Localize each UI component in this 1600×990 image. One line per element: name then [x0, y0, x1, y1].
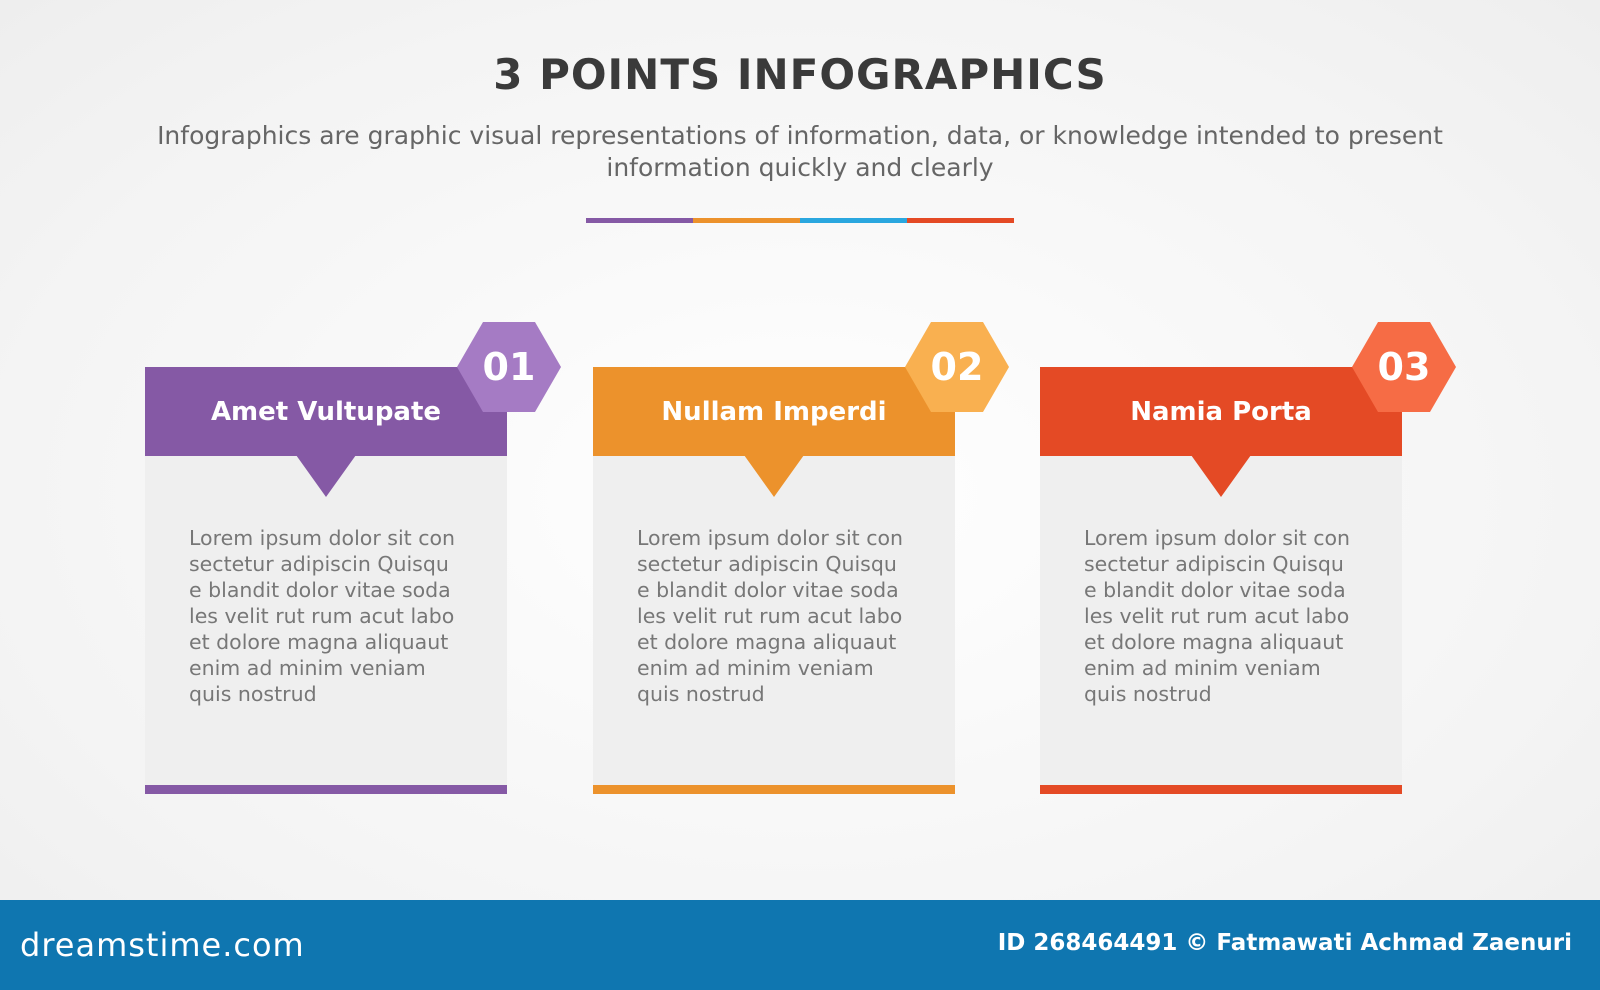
pointer-triangle [296, 455, 356, 497]
pointer-triangle [1191, 455, 1251, 497]
body-line: sectetur adipiscin Quisqu [1084, 552, 1344, 576]
divider-red [907, 218, 1014, 223]
body-line: quis nostrud [189, 682, 317, 706]
card-header: Amet Vultupate [145, 367, 507, 456]
card-body: Lorem ipsum dolor sit con sectetur adipis… [189, 525, 489, 707]
card-bottom-bar [593, 785, 955, 794]
body-line: Lorem ipsum dolor sit con [1084, 526, 1351, 550]
body-line: et dolore magna aliquaut [637, 630, 897, 654]
subtitle: Infographics are graphic visual represen… [157, 121, 1443, 182]
body-line: les velit rut rum acut labo [1084, 604, 1350, 628]
body-line: Lorem ipsum dolor sit con [189, 526, 456, 550]
body-line: et dolore magna aliquaut [189, 630, 449, 654]
card-number: 03 [1377, 345, 1431, 389]
body-line: enim ad minim veniam [189, 656, 426, 680]
logo: dreamstime.com [20, 926, 305, 964]
body-line: sectetur adipiscin Quisqu [637, 552, 897, 576]
body-line: enim ad minim veniam [637, 656, 874, 680]
body-line: e blandit dolor vitae soda [637, 578, 899, 602]
card-number: 01 [482, 345, 536, 389]
body-line: les velit rut rum acut labo [637, 604, 903, 628]
image-credit: ID 268464491 © Fatmawati Achmad Zaenuri [997, 930, 1572, 956]
body-line: enim ad minim veniam [1084, 656, 1321, 680]
card-number: 02 [930, 345, 984, 389]
page-title: 3 POINTS INFOGRAPHICS [493, 50, 1107, 99]
body-line: les velit rut rum acut labo [189, 604, 455, 628]
footer-bar: dreamstime.com ID 268464491 © Fatmawati … [0, 900, 1600, 990]
body-line: sectetur adipiscin Quisqu [189, 552, 449, 576]
card-body: Lorem ipsum dolor sit con sectetur adipis… [637, 525, 937, 707]
body-line: Lorem ipsum dolor sit con [637, 526, 904, 550]
divider-orange [693, 218, 800, 223]
point-card: Namia Porta 03 Lorem ipsum dolor sit con… [1040, 322, 1456, 794]
body-line: e blandit dolor vitae soda [1084, 578, 1346, 602]
card-header: Namia Porta [1040, 367, 1402, 456]
point-card: Amet Vultupate 01 Lorem ipsum dolor sit … [145, 322, 561, 794]
pointer-triangle [744, 455, 804, 497]
card-title: Namia Porta [1130, 396, 1312, 427]
card-body: Lorem ipsum dolor sit con sectetur adipis… [1084, 525, 1384, 707]
card-title: Nullam Imperdi [661, 396, 887, 427]
card-title: Amet Vultupate [210, 396, 442, 427]
number-hexagon: 03 [1352, 322, 1456, 412]
body-line: quis nostrud [637, 682, 765, 706]
divider-purple [586, 218, 693, 223]
card-bottom-bar [1040, 785, 1402, 794]
divider-blue [800, 218, 907, 223]
body-line: quis nostrud [1084, 682, 1212, 706]
body-line: et dolore magna aliquaut [1084, 630, 1344, 654]
card-header: Nullam Imperdi [593, 367, 955, 456]
point-card: Nullam Imperdi 02 Lorem ipsum dolor sit … [593, 322, 1009, 794]
card-bottom-bar [145, 785, 507, 794]
body-line: e blandit dolor vitae soda [189, 578, 451, 602]
color-divider [586, 218, 1014, 223]
